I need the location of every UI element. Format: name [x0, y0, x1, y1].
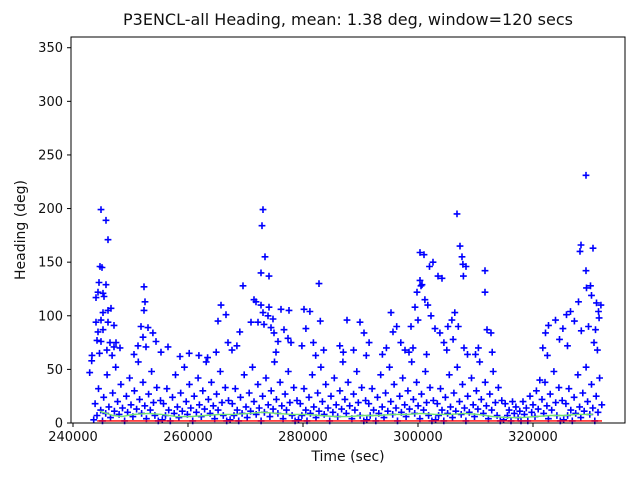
x-tick-label: 260000: [163, 430, 213, 445]
y-tick-label: 250: [38, 148, 63, 163]
running-mean-line: [99, 410, 593, 419]
y-tick-label: 100: [38, 309, 63, 324]
y-tick-label: 150: [38, 256, 63, 271]
y-tick-label: 200: [38, 202, 63, 217]
x-tick-label: 280000: [278, 430, 328, 445]
x-tick-label: 320000: [508, 430, 558, 445]
heading-scatter: [86, 171, 606, 425]
y-tick-label: 350: [38, 41, 63, 56]
x-tick-label: 240000: [48, 430, 98, 445]
y-tick-label: 0: [55, 417, 63, 432]
y-tick-label: 300: [38, 95, 63, 110]
x-tick-label: 300000: [393, 430, 443, 445]
chart-title: P3ENCL-all Heading, mean: 1.38 deg, wind…: [123, 10, 573, 29]
x-axis-label: Time (sec): [311, 449, 385, 465]
y-tick-label: 50: [46, 363, 63, 378]
plot-frame: [70, 36, 626, 424]
